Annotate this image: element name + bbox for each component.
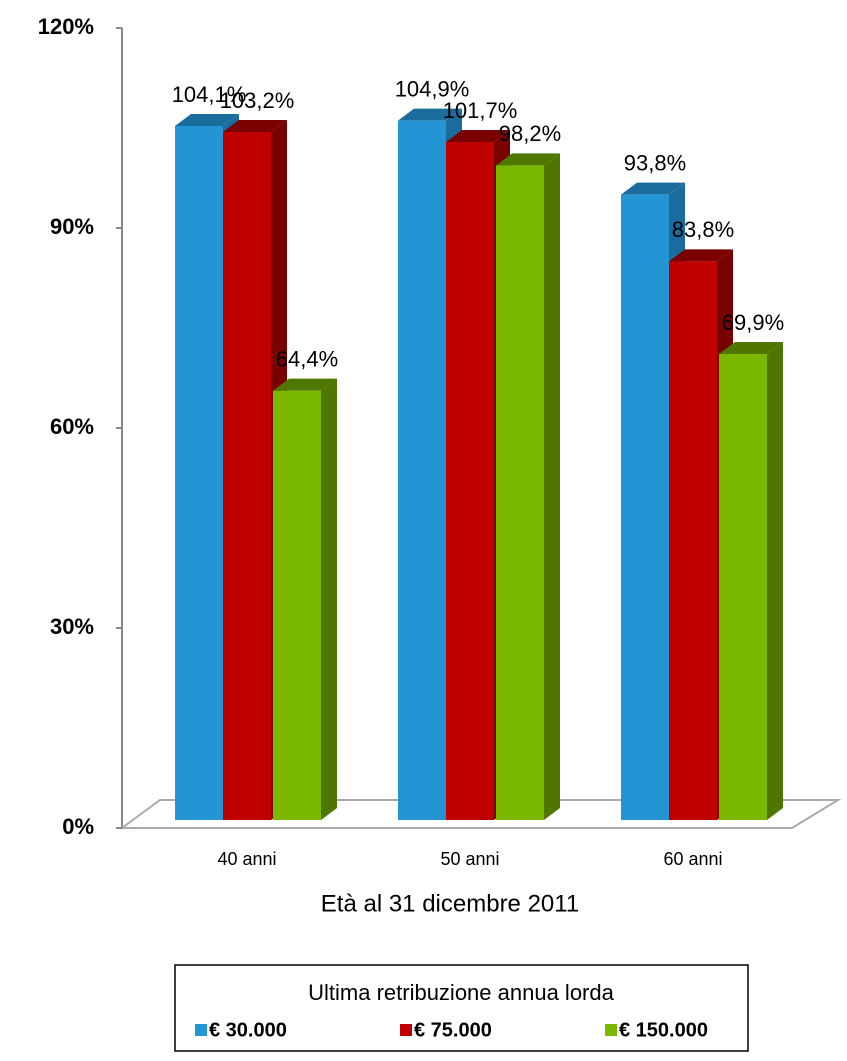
bar-top	[273, 378, 337, 391]
data-label: 104,9%	[395, 76, 470, 101]
x-tick-label: 50 anni	[440, 849, 499, 869]
data-label: 64,4%	[276, 346, 338, 371]
bar	[621, 194, 669, 820]
legend-swatch	[605, 1024, 617, 1036]
data-label: 104,1%	[172, 82, 247, 107]
data-label: 83,8%	[672, 217, 734, 242]
bar	[719, 354, 767, 820]
axis	[122, 28, 160, 828]
bar	[496, 165, 544, 821]
bar-top	[223, 120, 287, 132]
y-tick-label: 60%	[50, 414, 94, 439]
bar-top	[446, 130, 510, 142]
data-label: 103,2%	[220, 88, 295, 113]
x-tick-label: 40 anni	[217, 849, 276, 869]
bar	[398, 120, 446, 820]
legend-box	[174, 964, 749, 1052]
bar-top	[398, 108, 462, 121]
y-tick-label: 30%	[50, 614, 94, 639]
data-label: 69,9%	[722, 310, 784, 335]
bar-side	[544, 153, 560, 821]
y-tick-label: 0%	[62, 814, 94, 839]
legend-title: Ultima retribuzione annua lorda	[308, 980, 614, 1005]
bar	[446, 142, 494, 820]
data-label: 101,7%	[443, 98, 518, 123]
data-label: 93,8%	[624, 150, 686, 175]
data-label: 98,2%	[499, 121, 561, 146]
x-tick-label: 60 anni	[663, 849, 722, 869]
bar-top	[621, 182, 685, 195]
legend-label: € 150.000	[619, 1019, 708, 1041]
bar-top	[719, 342, 783, 354]
bar-top	[496, 153, 560, 166]
y-tick-label: 90%	[50, 214, 94, 239]
floor	[118, 799, 842, 829]
bar-side	[767, 342, 783, 820]
bar	[273, 390, 321, 820]
bar	[175, 126, 223, 820]
bar	[669, 261, 717, 820]
bar-top	[669, 249, 733, 262]
bar	[223, 132, 271, 820]
x-axis-title: Età al 31 dicembre 2011	[321, 890, 579, 917]
legend-swatch	[400, 1024, 412, 1036]
bar-top	[175, 114, 239, 126]
legend-swatch	[195, 1024, 207, 1036]
y-tick-label: 120%	[38, 14, 94, 39]
bar-side	[321, 378, 337, 820]
legend-label: € 30.000	[209, 1019, 287, 1041]
legend-label: € 75.000	[414, 1019, 492, 1041]
